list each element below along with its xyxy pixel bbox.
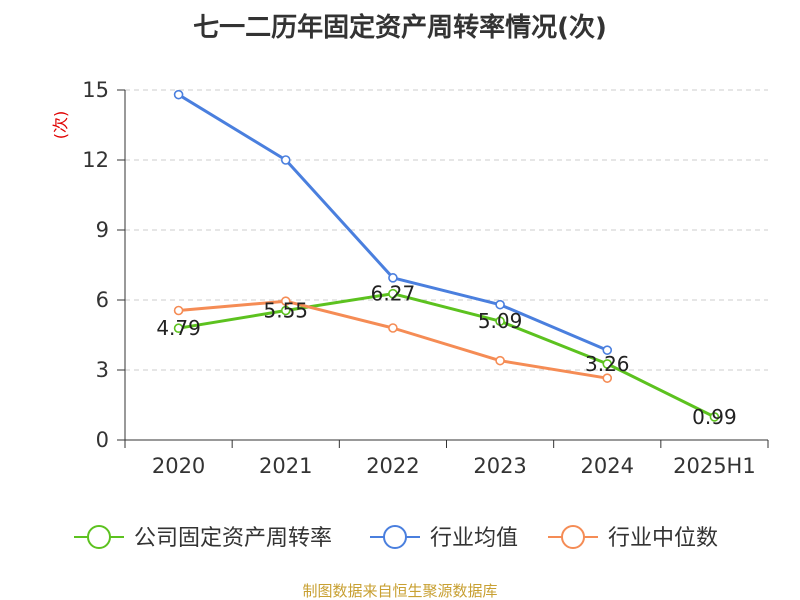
x-tick-label: 2020	[152, 454, 205, 478]
data-point-industry-avg	[280, 155, 291, 165]
data-point-company	[602, 359, 613, 369]
data-label: 6.27	[371, 282, 416, 306]
data-point-industry-median	[495, 355, 505, 366]
legend-marker-industry-avg	[383, 525, 407, 549]
data-point-company	[173, 323, 184, 334]
y-tick-label: 15	[82, 78, 109, 102]
data-point-industry-avg	[388, 273, 398, 283]
data-point-company	[495, 316, 505, 327]
data-point-company	[280, 305, 291, 316]
data-point-industry-median	[173, 305, 184, 316]
data-point-industry-median	[280, 296, 291, 306]
data-point-company	[709, 412, 720, 422]
data-point-industry-avg	[173, 89, 184, 100]
y-tick-label: 0	[96, 428, 109, 452]
data-label: 3.26	[585, 352, 630, 376]
legend-marker-company	[87, 525, 111, 549]
data-label: 0.99	[692, 405, 737, 429]
data-point-company	[388, 288, 398, 299]
data-label: 5.09	[478, 309, 523, 333]
legend-label-industry-avg: 行业均值	[430, 526, 518, 551]
y-tick-label: 3	[96, 358, 109, 382]
x-tick-label: 2022	[366, 454, 419, 478]
data-label: 5.55	[263, 299, 308, 323]
y-tick-label: 6	[96, 288, 109, 312]
series-lines	[173, 89, 720, 422]
x-tick-label: 2023	[473, 454, 526, 478]
data-label: 4.79	[156, 316, 201, 340]
x-tick-label: 2021	[259, 454, 312, 478]
series-line-company	[178, 292, 716, 419]
source-note: 制图数据来自恒生聚源数据库	[302, 582, 497, 600]
grid-lines	[125, 89, 768, 371]
x-tick-label: 2025H1	[673, 454, 756, 478]
data-point-industry-median	[388, 323, 398, 333]
legend-label-industry-median: 行业中位数	[608, 526, 718, 551]
data-labels: 4.79 5.55 6.27 5.09 3.26 0.99	[156, 282, 736, 429]
legend-marker-industry-median	[561, 525, 585, 549]
y-tick-label: 9	[96, 218, 109, 242]
chart-title: 七一二历年固定资产周转率情况(次)	[193, 12, 607, 43]
y-tick-label: 12	[82, 148, 109, 172]
legend: 公司固定资产周转率 行业均值 行业中位数	[74, 525, 718, 551]
x-tick-label: 2024	[581, 454, 634, 478]
data-point-industry-median	[602, 373, 613, 383]
axes: 0 3 6 9 12 15 2020 2021 2022 2023 2024 2025H1	[82, 78, 769, 478]
data-point-industry-avg	[495, 299, 505, 310]
data-point-industry-avg	[602, 345, 613, 355]
series-line-industry-avg	[177, 93, 608, 352]
y-axis-label: (次)	[51, 111, 70, 140]
legend-label-company: 公司固定资产周转率	[134, 526, 332, 551]
